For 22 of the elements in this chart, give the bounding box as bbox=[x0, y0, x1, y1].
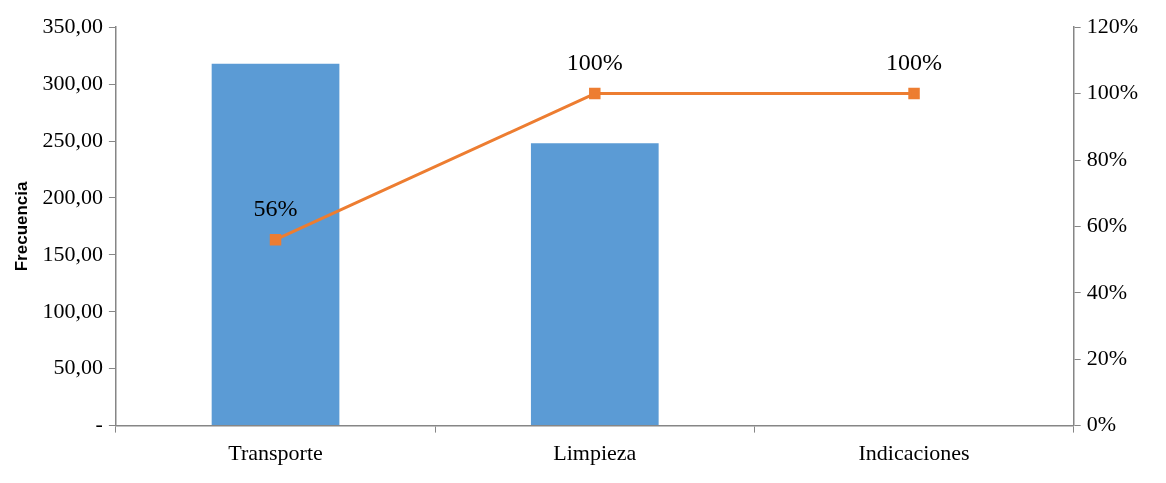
y2-tick-label: 100% bbox=[1086, 79, 1138, 105]
data-label: 100% bbox=[886, 48, 943, 75]
y-tick-label: - bbox=[95, 411, 103, 437]
y-tick-label: 300,00 bbox=[42, 69, 103, 95]
y-tick-label: 150,00 bbox=[42, 240, 103, 266]
data-label: 56% bbox=[253, 194, 298, 221]
x-tick-label: Indicaciones bbox=[858, 439, 970, 465]
y-tick-label: 350,00 bbox=[42, 12, 103, 38]
y2-tick-label: 40% bbox=[1086, 278, 1127, 304]
y-tick-label: 250,00 bbox=[42, 126, 103, 152]
y2-tick-label: 60% bbox=[1086, 212, 1127, 238]
y-tick-label: 50,00 bbox=[53, 354, 103, 380]
y2-tick-label: 0% bbox=[1086, 411, 1116, 437]
data-label: 100% bbox=[566, 48, 623, 75]
x-tick-label: Transporte bbox=[228, 439, 323, 465]
x-tick-label: Limpieza bbox=[553, 439, 637, 465]
y-tick-label: 100,00 bbox=[42, 297, 103, 323]
y2-tick-label: 20% bbox=[1086, 344, 1127, 370]
y2-tick-label: 120% bbox=[1086, 12, 1138, 38]
y-axis-title: Frecuencia bbox=[11, 180, 31, 272]
y-tick-label: 200,00 bbox=[42, 183, 103, 209]
y2-tick-label: 80% bbox=[1086, 145, 1127, 171]
